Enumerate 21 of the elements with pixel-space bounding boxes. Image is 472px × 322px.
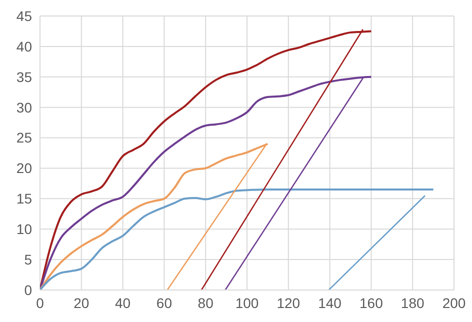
- x-tick-label: 20: [74, 294, 90, 311]
- x-tick-label: 80: [198, 294, 214, 311]
- x-tick-label: 60: [156, 294, 172, 311]
- x-tick-label: 140: [318, 294, 342, 311]
- x-tick-label: 120: [276, 294, 300, 311]
- y-tick-label: 20: [16, 160, 32, 176]
- y-tick-label: 5: [24, 252, 32, 268]
- y-tick-label: 10: [16, 221, 32, 238]
- x-tick-label: 160: [360, 294, 384, 311]
- x-tick-label: 0: [36, 294, 44, 311]
- x-tick-label: 200: [442, 294, 466, 311]
- y-tick-label: 45: [16, 8, 32, 24]
- y-tick-label: 35: [16, 68, 32, 85]
- y-tick-label: 15: [16, 190, 32, 207]
- y-tick-label: 30: [16, 99, 32, 116]
- y-tick-label: 0: [24, 282, 32, 298]
- x-tick-label: 40: [115, 294, 131, 311]
- x-tick-label: 100: [235, 294, 259, 311]
- y-tick-label: 40: [16, 38, 32, 54]
- x-tick-label: 180: [400, 294, 424, 311]
- y-tick-label: 25: [16, 130, 32, 146]
